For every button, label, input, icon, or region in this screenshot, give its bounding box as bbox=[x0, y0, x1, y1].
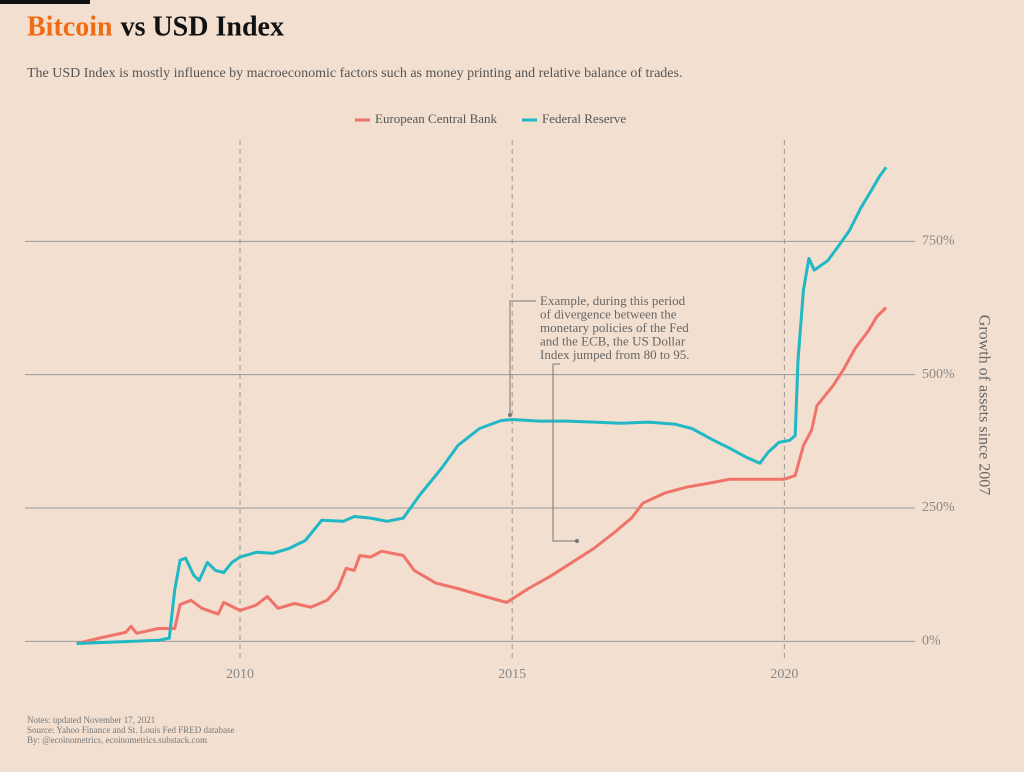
title-highlight: Bitcoin bbox=[27, 11, 113, 42]
annotation-text: of divergence between the bbox=[540, 306, 677, 321]
subtitle: The USD Index is mostly influence by mac… bbox=[27, 66, 682, 81]
legend-label: European Central Bank bbox=[375, 111, 498, 126]
series-line bbox=[76, 306, 888, 645]
title-rest: vs USD Index bbox=[121, 11, 284, 42]
annotation-dot bbox=[508, 413, 512, 417]
x-tick-label: 2010 bbox=[226, 667, 254, 682]
x-tick-label: 2020 bbox=[770, 667, 798, 682]
annotation-dot bbox=[575, 539, 579, 543]
note: By: @ecoinometrics, ecoinometrics.substa… bbox=[27, 735, 207, 745]
x-tick-label: 2015 bbox=[498, 667, 526, 682]
y-axis-title: Growth of assets since 2007 bbox=[975, 315, 992, 495]
annotation-text: monetary policies of the Fed bbox=[540, 320, 689, 335]
y-tick-label: 750% bbox=[922, 234, 955, 249]
note: Notes: updated November 17, 2021 bbox=[27, 715, 155, 725]
note: Source: Yahoo Finance and St. Louis Fed … bbox=[27, 725, 234, 735]
y-tick-label: 250% bbox=[922, 500, 955, 515]
top-bar bbox=[0, 0, 90, 4]
y-tick-label: 500% bbox=[922, 367, 955, 382]
annotation-connector bbox=[509, 300, 536, 415]
legend-label: Federal Reserve bbox=[542, 111, 626, 126]
annotation-text: Example, during this period bbox=[540, 293, 686, 308]
annotation-text: Index jumped from 80 to 95. bbox=[540, 347, 689, 362]
annotation-connector bbox=[552, 363, 578, 542]
y-tick-label: 0% bbox=[922, 634, 941, 649]
annotation-text: and the ECB, the US Dollar bbox=[540, 333, 686, 348]
series-line bbox=[76, 166, 888, 645]
